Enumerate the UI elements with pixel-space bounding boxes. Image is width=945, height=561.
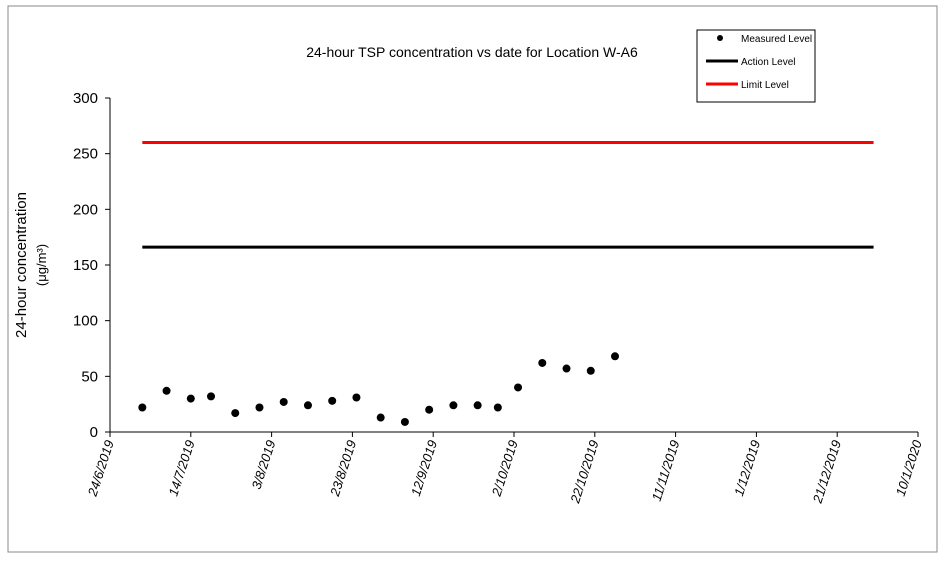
data-point [611, 352, 619, 361]
y-tick-label: 100 [73, 313, 98, 330]
y-tick-label: 300 [73, 90, 98, 107]
y-axis-title: (μg/m³) [34, 244, 49, 286]
data-point [493, 403, 502, 412]
data-point [376, 413, 385, 422]
data-point [186, 394, 195, 403]
data-point [207, 392, 215, 401]
legend-label: Measured Level [741, 34, 812, 45]
data-point [231, 409, 240, 418]
y-tick-label: 0 [90, 424, 98, 441]
y-tick-label: 50 [81, 368, 98, 385]
y-tick-label: 150 [73, 257, 98, 274]
y-tick-label: 250 [73, 146, 98, 163]
data-point [473, 401, 482, 410]
data-point [162, 386, 171, 395]
data-point [328, 396, 337, 405]
data-point [514, 383, 523, 392]
data-point [352, 393, 361, 402]
data-point [425, 405, 434, 414]
data-point [400, 417, 409, 426]
data-point [538, 358, 547, 367]
data-point [586, 366, 595, 375]
y-tick-label: 200 [73, 201, 98, 218]
chart-title: 24-hour TSP concentration vs date for Lo… [306, 44, 638, 60]
data-point [255, 403, 264, 412]
data-point [303, 401, 312, 410]
legend-box [696, 29, 816, 103]
legend-label: Limit Level [741, 80, 789, 91]
data-point [562, 364, 571, 373]
legend-label: Action Level [741, 57, 795, 68]
data-point [449, 401, 458, 410]
y-axis-title: 24-hour concentration [13, 192, 30, 338]
data-point [138, 403, 147, 412]
legend-marker [717, 35, 723, 41]
data-point [279, 397, 288, 406]
